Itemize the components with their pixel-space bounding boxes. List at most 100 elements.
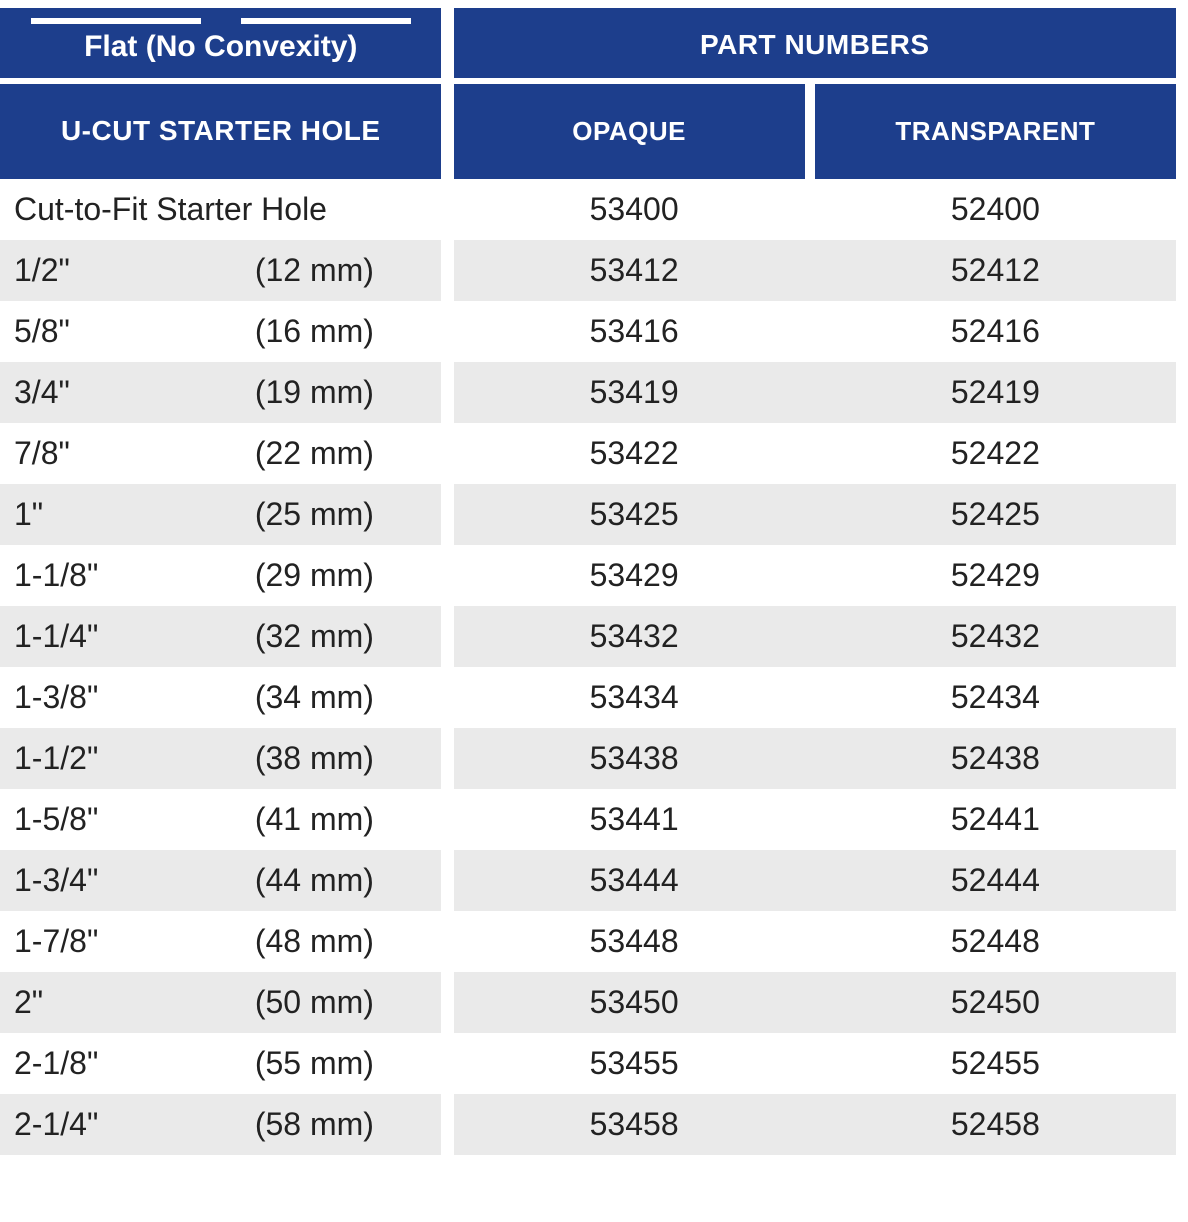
header-decoration-lines xyxy=(0,18,441,24)
size-metric: (38 mm) xyxy=(241,728,442,789)
header-transparent: TRANSPARENT xyxy=(815,84,1176,179)
size-metric: (29 mm) xyxy=(241,545,442,606)
table-row: Cut-to-Fit Starter Hole5340052400 xyxy=(0,179,1176,240)
row-gap xyxy=(441,667,453,728)
size-metric: (50 mm) xyxy=(241,972,442,1033)
size-metric: (25 mm) xyxy=(241,484,442,545)
size-imperial: 1" xyxy=(0,484,241,545)
row-gap xyxy=(441,972,453,1033)
row-gap xyxy=(441,545,453,606)
row-gap xyxy=(441,1033,453,1094)
size-imperial: 1-1/4" xyxy=(0,606,241,667)
opaque-part-number: 53429 xyxy=(454,545,815,606)
size-metric: (44 mm) xyxy=(241,850,442,911)
row-gap xyxy=(441,301,453,362)
size-imperial: 2-1/4" xyxy=(0,1094,241,1155)
opaque-part-number: 53432 xyxy=(454,606,815,667)
row-gap xyxy=(441,728,453,789)
table-row: 1-5/8"(41 mm)5344152441 xyxy=(0,789,1176,850)
table-row: 1"(25 mm)5342552425 xyxy=(0,484,1176,545)
size-imperial: 5/8" xyxy=(0,301,241,362)
table-row: 1-3/8"(34 mm)5343452434 xyxy=(0,667,1176,728)
transparent-part-number: 52419 xyxy=(815,362,1176,423)
size-metric: (12 mm) xyxy=(241,240,442,301)
header-part-numbers: PART NUMBERS xyxy=(454,8,1176,84)
size-imperial: 1-5/8" xyxy=(0,789,241,850)
row-gap xyxy=(441,423,453,484)
size-imperial: 1-1/8" xyxy=(0,545,241,606)
size-imperial: 2" xyxy=(0,972,241,1033)
transparent-part-number: 52444 xyxy=(815,850,1176,911)
part-number-table: Flat (No Convexity) PART NUMBERS U-CUT S… xyxy=(0,8,1176,1155)
header-flat-label: Flat (No Convexity) xyxy=(0,8,441,84)
transparent-part-number: 52434 xyxy=(815,667,1176,728)
opaque-part-number: 53455 xyxy=(454,1033,815,1094)
opaque-part-number: 53444 xyxy=(454,850,815,911)
size-imperial: 1-3/4" xyxy=(0,850,241,911)
row-gap xyxy=(441,362,453,423)
table-row: 5/8"(16 mm)5341652416 xyxy=(0,301,1176,362)
size-metric: (34 mm) xyxy=(241,667,442,728)
flat-label-text: Flat (No Convexity) xyxy=(0,30,441,64)
row-gap xyxy=(441,240,453,301)
size-label: Cut-to-Fit Starter Hole xyxy=(0,179,441,240)
table-row: 1-1/8"(29 mm)5342952429 xyxy=(0,545,1176,606)
header-ucut-title: U-CUT STARTER HOLE xyxy=(0,84,441,179)
size-imperial: 1-1/2" xyxy=(0,728,241,789)
size-metric: (55 mm) xyxy=(241,1033,442,1094)
table-row: 1-1/2"(38 mm)5343852438 xyxy=(0,728,1176,789)
opaque-part-number: 53448 xyxy=(454,911,815,972)
size-imperial: 1-3/8" xyxy=(0,667,241,728)
table-row: 3/4"(19 mm)5341952419 xyxy=(0,362,1176,423)
row-gap xyxy=(441,850,453,911)
size-imperial: 7/8" xyxy=(0,423,241,484)
transparent-part-number: 52429 xyxy=(815,545,1176,606)
row-gap xyxy=(441,179,453,240)
size-imperial: 1/2" xyxy=(0,240,241,301)
transparent-part-number: 52400 xyxy=(815,179,1176,240)
row-gap xyxy=(441,1094,453,1155)
size-imperial: 1-7/8" xyxy=(0,911,241,972)
part-number-table-wrap: Flat (No Convexity) PART NUMBERS U-CUT S… xyxy=(0,0,1188,1167)
size-metric: (19 mm) xyxy=(241,362,442,423)
row-gap xyxy=(441,484,453,545)
opaque-part-number: 53412 xyxy=(454,240,815,301)
size-imperial: 2-1/8" xyxy=(0,1033,241,1094)
transparent-part-number: 52425 xyxy=(815,484,1176,545)
opaque-part-number: 53438 xyxy=(454,728,815,789)
opaque-part-number: 53400 xyxy=(454,179,815,240)
opaque-part-number: 53458 xyxy=(454,1094,815,1155)
opaque-part-number: 53419 xyxy=(454,362,815,423)
opaque-part-number: 53416 xyxy=(454,301,815,362)
size-metric: (41 mm) xyxy=(241,789,442,850)
header-opaque: OPAQUE xyxy=(454,84,815,179)
transparent-part-number: 52412 xyxy=(815,240,1176,301)
opaque-part-number: 53434 xyxy=(454,667,815,728)
opaque-part-number: 53441 xyxy=(454,789,815,850)
transparent-part-number: 52455 xyxy=(815,1033,1176,1094)
transparent-part-number: 52458 xyxy=(815,1094,1176,1155)
table-row: 1-1/4"(32 mm)5343252432 xyxy=(0,606,1176,667)
row-gap xyxy=(441,911,453,972)
transparent-part-number: 52441 xyxy=(815,789,1176,850)
transparent-part-number: 52422 xyxy=(815,423,1176,484)
row-gap xyxy=(441,789,453,850)
size-metric: (58 mm) xyxy=(241,1094,442,1155)
size-metric: (32 mm) xyxy=(241,606,442,667)
size-metric: (22 mm) xyxy=(241,423,442,484)
table-body: Cut-to-Fit Starter Hole53400524001/2"(12… xyxy=(0,179,1176,1155)
table-row: 1-7/8"(48 mm)5344852448 xyxy=(0,911,1176,972)
header-gap xyxy=(441,8,453,179)
transparent-part-number: 52432 xyxy=(815,606,1176,667)
size-metric: (48 mm) xyxy=(241,911,442,972)
table-row: 2-1/8"(55 mm)5345552455 xyxy=(0,1033,1176,1094)
size-metric: (16 mm) xyxy=(241,301,442,362)
transparent-part-number: 52448 xyxy=(815,911,1176,972)
row-gap xyxy=(441,606,453,667)
table-row: 2-1/4"(58 mm)5345852458 xyxy=(0,1094,1176,1155)
table-row: 7/8"(22 mm)5342252422 xyxy=(0,423,1176,484)
opaque-part-number: 53450 xyxy=(454,972,815,1033)
opaque-part-number: 53425 xyxy=(454,484,815,545)
opaque-part-number: 53422 xyxy=(454,423,815,484)
transparent-part-number: 52450 xyxy=(815,972,1176,1033)
